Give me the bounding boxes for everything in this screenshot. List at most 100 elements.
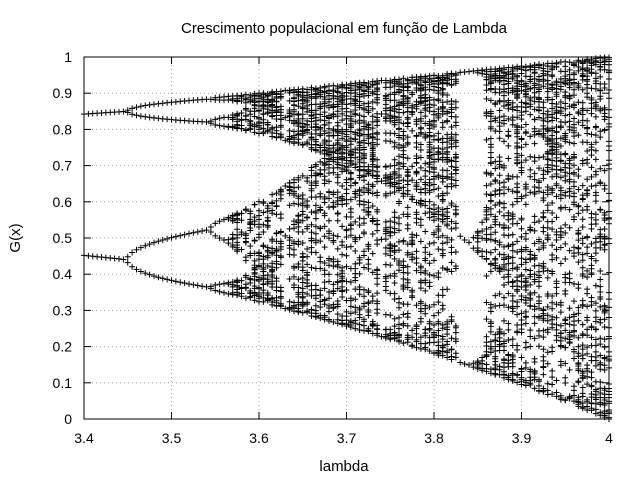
data-point bbox=[580, 224, 586, 230]
data-point bbox=[317, 238, 323, 244]
data-point bbox=[593, 123, 599, 129]
data-point bbox=[519, 255, 525, 261]
data-point bbox=[575, 210, 581, 216]
data-point bbox=[488, 141, 494, 147]
data-point bbox=[169, 277, 175, 283]
data-point bbox=[492, 256, 498, 262]
data-point bbox=[357, 327, 363, 333]
data-point bbox=[453, 178, 459, 184]
data-point bbox=[435, 349, 441, 355]
data-point bbox=[335, 298, 341, 304]
data-point bbox=[549, 381, 555, 387]
data-point bbox=[505, 213, 511, 219]
data-point bbox=[260, 243, 266, 249]
data-point bbox=[457, 359, 463, 365]
data-point bbox=[435, 339, 441, 345]
data-point bbox=[505, 233, 511, 239]
data-point bbox=[602, 324, 608, 330]
data-point bbox=[567, 111, 573, 117]
data-point bbox=[597, 268, 603, 274]
data-point bbox=[278, 215, 284, 221]
data-point bbox=[584, 351, 590, 357]
data-point bbox=[497, 199, 503, 205]
data-point bbox=[519, 293, 525, 299]
data-point bbox=[269, 134, 275, 140]
data-point bbox=[527, 167, 533, 173]
data-point bbox=[422, 160, 428, 166]
data-point bbox=[523, 360, 529, 366]
data-point bbox=[571, 322, 577, 328]
data-point bbox=[427, 283, 433, 289]
data-point bbox=[243, 107, 249, 113]
data-point bbox=[449, 226, 455, 232]
data-point bbox=[497, 108, 503, 114]
data-point bbox=[422, 210, 428, 216]
data-point bbox=[374, 100, 380, 106]
data-point bbox=[134, 112, 140, 118]
data-point bbox=[540, 372, 546, 378]
data-point bbox=[510, 336, 516, 342]
data-point bbox=[427, 199, 433, 205]
data-point bbox=[400, 276, 406, 282]
data-point bbox=[405, 155, 411, 161]
data-point bbox=[510, 254, 516, 260]
data-point bbox=[317, 304, 323, 310]
data-point bbox=[492, 166, 498, 172]
data-point bbox=[580, 331, 586, 337]
data-point bbox=[558, 260, 564, 266]
data-point bbox=[514, 220, 520, 226]
data-point bbox=[523, 267, 529, 273]
y-tick-label: 1 bbox=[64, 49, 72, 65]
data-point bbox=[427, 260, 433, 266]
data-point bbox=[488, 154, 494, 160]
data-point bbox=[545, 381, 551, 387]
data-point bbox=[571, 141, 577, 147]
data-point bbox=[593, 148, 599, 154]
data-point bbox=[554, 337, 560, 343]
data-point bbox=[278, 288, 284, 294]
data-point bbox=[405, 169, 411, 175]
data-point bbox=[396, 125, 402, 131]
data-point bbox=[335, 272, 341, 278]
data-point bbox=[304, 214, 310, 220]
data-point bbox=[361, 174, 367, 180]
data-point bbox=[527, 251, 533, 257]
data-point bbox=[575, 110, 581, 116]
data-point bbox=[418, 176, 424, 182]
data-point bbox=[567, 161, 573, 167]
data-point bbox=[361, 229, 367, 235]
data-point bbox=[431, 273, 437, 279]
data-point bbox=[182, 280, 188, 286]
data-point bbox=[593, 283, 599, 289]
data-point bbox=[567, 305, 573, 311]
data-point bbox=[589, 400, 595, 406]
data-point bbox=[414, 331, 420, 337]
data-point bbox=[523, 309, 529, 315]
data-point bbox=[400, 340, 406, 346]
data-point bbox=[536, 246, 542, 252]
data-point bbox=[243, 207, 249, 213]
data-point bbox=[497, 209, 503, 215]
data-point bbox=[514, 184, 520, 190]
data-point bbox=[492, 191, 498, 197]
data-point bbox=[440, 198, 446, 204]
data-point bbox=[497, 135, 503, 141]
data-point bbox=[562, 256, 568, 262]
data-point bbox=[431, 181, 437, 187]
data-point bbox=[326, 218, 332, 224]
data-point bbox=[575, 310, 581, 316]
data-point bbox=[234, 226, 240, 232]
data-point bbox=[593, 308, 599, 314]
data-point bbox=[116, 256, 122, 262]
data-point bbox=[383, 236, 389, 242]
data-point bbox=[348, 303, 354, 309]
y-tick-label: 0.2 bbox=[53, 339, 73, 355]
data-point bbox=[274, 130, 280, 136]
data-point bbox=[597, 379, 603, 385]
data-point bbox=[287, 226, 293, 232]
data-point bbox=[488, 135, 494, 141]
y-axis-label: G(x) bbox=[7, 223, 24, 252]
data-point bbox=[523, 231, 529, 237]
data-point bbox=[431, 313, 437, 319]
data-point bbox=[527, 344, 533, 350]
